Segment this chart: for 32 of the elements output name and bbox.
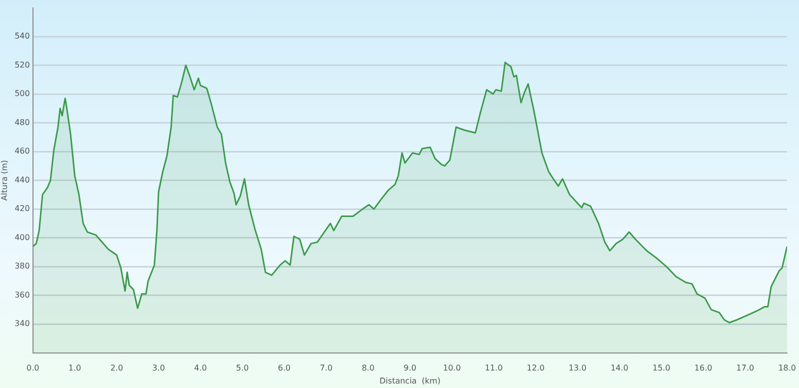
- x-axis-title: Distancia (km): [380, 376, 440, 386]
- x-tick-label: 15.0: [652, 364, 670, 373]
- x-tick-label: 7.0: [320, 364, 333, 373]
- x-tick-label: 16.0: [694, 364, 712, 373]
- y-tick-label: 380: [14, 262, 30, 271]
- y-tick-label: 500: [14, 89, 30, 98]
- x-tick-label: 17.0: [736, 364, 754, 373]
- y-tick-label: 540: [14, 32, 30, 41]
- y-tick-label: 360: [14, 290, 30, 300]
- x-tick-label: 10.0: [442, 364, 461, 373]
- x-tick-label: 11.0: [484, 364, 503, 373]
- x-tick-label: 6.0: [278, 364, 291, 373]
- y-tick-label: 400: [14, 232, 30, 242]
- x-tick-label: 1.0: [68, 364, 82, 373]
- x-tick-label: 12.0: [526, 364, 545, 373]
- x-tick-label: 3.0: [152, 364, 165, 373]
- x-tick-label: 4.0: [194, 364, 207, 373]
- x-tick-label: 5.0: [236, 364, 249, 373]
- x-tick-label: 14.0: [610, 364, 628, 373]
- y-axis-title: Altura (m): [0, 160, 9, 201]
- y-tick-label: 480: [14, 118, 30, 127]
- y-tick-label: 440: [14, 175, 30, 184]
- x-tick-label: 2.0: [110, 364, 124, 373]
- x-tick-label: 13.0: [568, 364, 586, 373]
- x-tick-label: 8.0: [362, 364, 374, 373]
- y-tick-label: 460: [14, 146, 30, 156]
- x-tick-label: 0.0: [26, 364, 40, 373]
- x-tick-label: 18.0: [778, 364, 796, 373]
- y-tick-label: 520: [14, 60, 30, 70]
- y-tick-label: 420: [14, 204, 30, 214]
- x-tick-label: 9.0: [404, 364, 416, 373]
- y-tick-label: 340: [14, 319, 30, 328]
